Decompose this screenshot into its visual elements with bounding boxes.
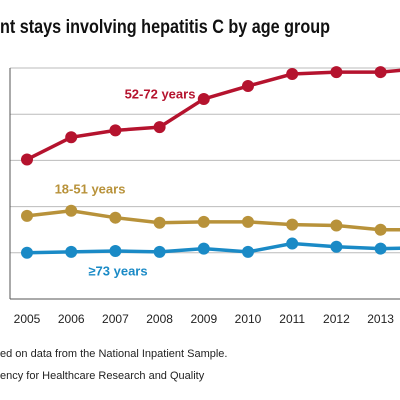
data-point bbox=[330, 240, 343, 253]
data-point bbox=[374, 66, 387, 79]
series-line bbox=[26, 241, 400, 255]
data-point bbox=[21, 246, 33, 259]
data-point bbox=[286, 68, 299, 81]
data-point bbox=[330, 66, 343, 79]
data-point bbox=[109, 211, 122, 224]
series-label: 18-51 years bbox=[55, 181, 126, 196]
footnote: ed on data from the National Inpatient S… bbox=[0, 348, 227, 360]
data-point bbox=[197, 215, 210, 228]
series-line bbox=[26, 68, 400, 162]
data-point bbox=[242, 245, 254, 258]
data-point bbox=[330, 219, 343, 232]
series-label: 52-72 years bbox=[125, 86, 196, 101]
data-point bbox=[197, 92, 210, 105]
data-point bbox=[286, 237, 299, 250]
footnote: ency for Healthcare Research and Quality bbox=[0, 370, 205, 382]
data-point bbox=[65, 204, 78, 217]
data-point bbox=[153, 121, 166, 134]
x-tick-label: 2006 bbox=[58, 312, 85, 326]
data-point bbox=[197, 242, 210, 255]
data-point bbox=[65, 131, 78, 144]
x-tick-label: 2012 bbox=[323, 312, 350, 326]
x-tick-label: 2009 bbox=[190, 312, 217, 326]
data-point bbox=[153, 216, 166, 229]
data-point bbox=[242, 215, 254, 228]
data-point bbox=[21, 153, 33, 166]
data-point bbox=[153, 245, 166, 258]
data-point bbox=[65, 245, 78, 258]
data-point bbox=[374, 223, 387, 236]
x-tick-label: 2005 bbox=[14, 312, 41, 326]
data-point bbox=[109, 124, 122, 137]
data-point bbox=[109, 244, 122, 257]
chart-title: nt stays involving hepatitis C by age gr… bbox=[0, 17, 330, 38]
x-tick-label: 2013 bbox=[367, 312, 394, 326]
series-line bbox=[26, 208, 400, 232]
x-tick-label: 2011 bbox=[279, 312, 305, 326]
series-label: ≥73 years bbox=[88, 263, 147, 278]
data-point bbox=[242, 80, 254, 93]
x-tick-label: 2010 bbox=[235, 312, 262, 326]
x-tick-label: 2008 bbox=[146, 312, 173, 326]
data-point bbox=[286, 218, 299, 231]
x-tick-label: 2007 bbox=[102, 312, 129, 326]
data-point bbox=[21, 209, 33, 222]
data-point bbox=[374, 242, 387, 255]
